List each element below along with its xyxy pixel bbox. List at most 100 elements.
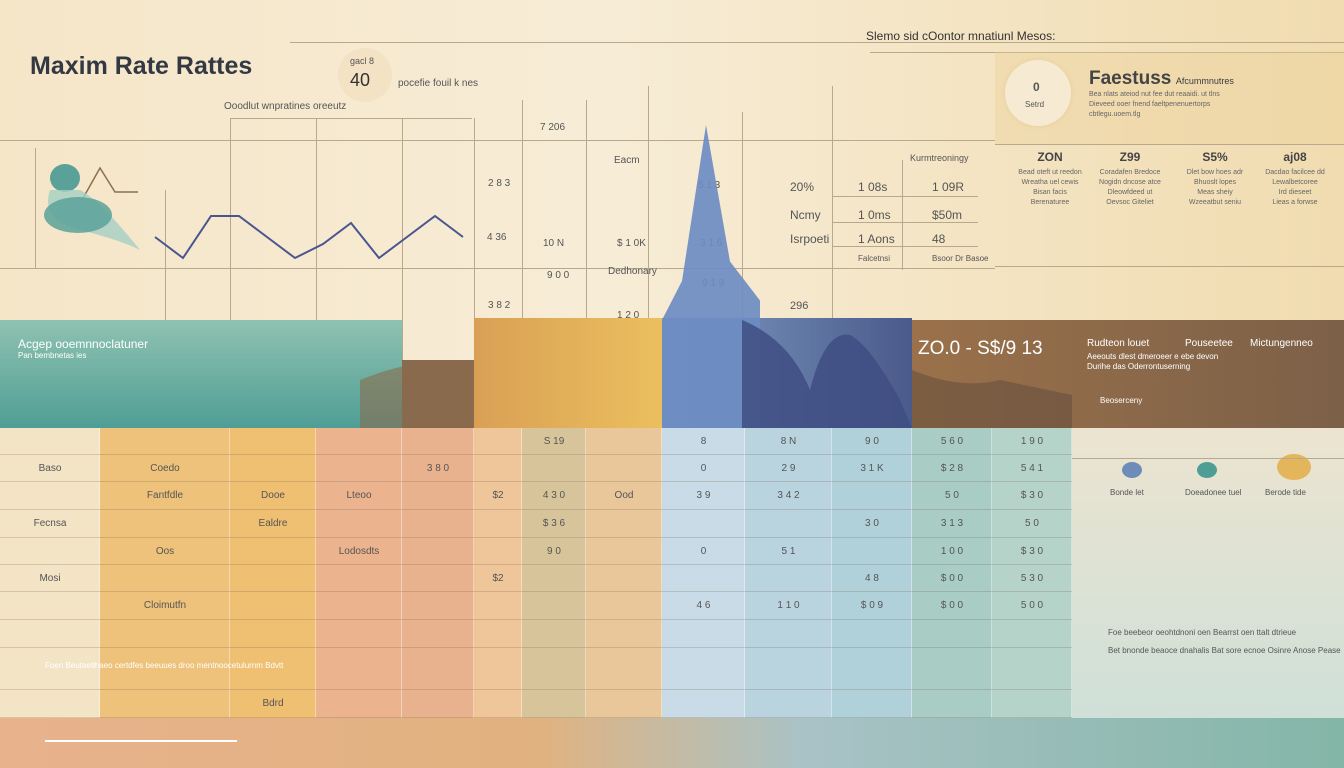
table-cell <box>100 620 230 648</box>
badge-value: 40 <box>350 70 371 90</box>
stat-value: ZON <box>1037 150 1063 164</box>
table-cell <box>522 455 586 482</box>
section-title: Slemo sid cOontor mnatiunl Mesos: <box>866 29 1056 43</box>
page-title: Maxim Rate Rattes <box>30 52 253 80</box>
table-cell: 5 1 <box>745 538 832 565</box>
table-cell <box>586 455 662 482</box>
table-cell: 4 8 <box>832 565 912 592</box>
table-cell <box>474 592 522 620</box>
table-cell: 3 0 <box>832 510 912 538</box>
table-cell: 3 8 0 <box>402 455 474 482</box>
table-cell <box>402 482 474 510</box>
table-cell: Ealdre <box>230 510 316 538</box>
table-cell: 0 <box>662 538 745 565</box>
line-series <box>154 214 464 260</box>
table-cell <box>100 565 230 592</box>
table-cell <box>230 455 316 482</box>
stat-card: S5% Dlet bow hoes adr Bhuoslt lopes Meas sh… <box>1175 150 1255 208</box>
table-cell <box>586 428 662 455</box>
table-cell: Lteoo <box>316 482 402 510</box>
table-cell: $ 3 6 <box>522 510 586 538</box>
table-cell <box>100 428 230 455</box>
top-table-cell: Falcetnsi <box>858 254 891 263</box>
table-cell <box>316 648 402 690</box>
subtitle: Ooodlut wnpratines oreeutz <box>224 101 347 112</box>
table-cell: 5 0 0 <box>992 592 1072 620</box>
table-cell <box>316 690 402 718</box>
legend-label: Doeadonee tuel <box>1185 488 1242 497</box>
table-cell: $2 <box>474 482 522 510</box>
table-cell <box>0 538 100 565</box>
top-table-cell: 20% <box>790 180 815 194</box>
table-cell: $ 3 0 <box>992 538 1072 565</box>
table-cell <box>402 538 474 565</box>
table-column <box>745 428 832 718</box>
table-cell: Baso <box>0 455 100 482</box>
table-cell <box>586 538 662 565</box>
band-teal <box>0 320 402 428</box>
table-column <box>912 428 992 718</box>
mini-line <box>81 166 138 201</box>
table-cell <box>662 565 745 592</box>
teal-blob <box>50 164 80 192</box>
table-cell <box>100 510 230 538</box>
table-column <box>992 428 1072 718</box>
table-column <box>230 428 316 718</box>
table-cell <box>402 565 474 592</box>
table-cell <box>992 690 1072 718</box>
table-cell <box>522 592 586 620</box>
table-cell <box>586 620 662 648</box>
table-cell <box>0 482 100 510</box>
table-cell <box>586 565 662 592</box>
table-cell: 9 0 <box>832 428 912 455</box>
table-cell <box>316 510 402 538</box>
legend-label: Bonde let <box>1110 488 1144 497</box>
table-cell <box>474 428 522 455</box>
legend-label: Berode tide <box>1265 488 1306 497</box>
table-cell <box>474 538 522 565</box>
table-cell <box>745 620 832 648</box>
top-table-cell: 48 <box>932 232 946 246</box>
badge-caption: pocefie fouil k nes <box>398 78 479 89</box>
facts-title: Faestuss <box>1089 68 1172 89</box>
table-cell <box>832 482 912 510</box>
table-cell <box>474 690 522 718</box>
table-cell <box>522 620 586 648</box>
table-cell <box>522 648 586 690</box>
facts-panel: 0 Setrd Faestuss Afcummnutres Bea nlats … <box>995 52 1344 144</box>
value-label: 10 N <box>543 238 565 249</box>
value-label: $ 1 0K <box>617 238 646 249</box>
table-cell <box>586 648 662 690</box>
table-cell <box>474 455 522 482</box>
table-cell: Fecnsa <box>0 510 100 538</box>
peak-area <box>662 125 760 428</box>
value-label: 7 206 <box>540 122 566 133</box>
table-cell <box>745 565 832 592</box>
value-label: Dedhonary <box>608 266 657 277</box>
value-label: 3 8 2 <box>488 300 511 311</box>
table-cell: Bdrd <box>230 690 316 718</box>
table-cell: $ 3 0 <box>992 482 1072 510</box>
table-column <box>402 428 474 718</box>
table-cell <box>230 428 316 455</box>
table-cell <box>402 620 474 648</box>
table-cell: 5 4 1 <box>992 455 1072 482</box>
legend-swatch-icon <box>1197 462 1217 478</box>
table-column <box>662 428 745 718</box>
table-cell: 2 9 <box>745 455 832 482</box>
top-table-cell: Ncmy <box>790 208 821 222</box>
table-cell: $ 0 0 <box>912 565 992 592</box>
table-column <box>522 428 586 718</box>
table-cell <box>316 455 402 482</box>
table-cell: $ 0 9 <box>832 592 912 620</box>
table-cell: $ 0 0 <box>912 592 992 620</box>
table-cell <box>100 690 230 718</box>
stat-value: S5% <box>1202 150 1228 164</box>
table-cell <box>522 690 586 718</box>
band-right-values: ZO.0 - S$/9 13 <box>918 338 1043 359</box>
table-cell: 4 3 0 <box>522 482 586 510</box>
table-cell: Oos <box>100 538 230 565</box>
table-cell: Ood <box>586 482 662 510</box>
stat-value: aj08 <box>1283 150 1307 164</box>
legend-swatch-icon <box>1122 462 1142 478</box>
